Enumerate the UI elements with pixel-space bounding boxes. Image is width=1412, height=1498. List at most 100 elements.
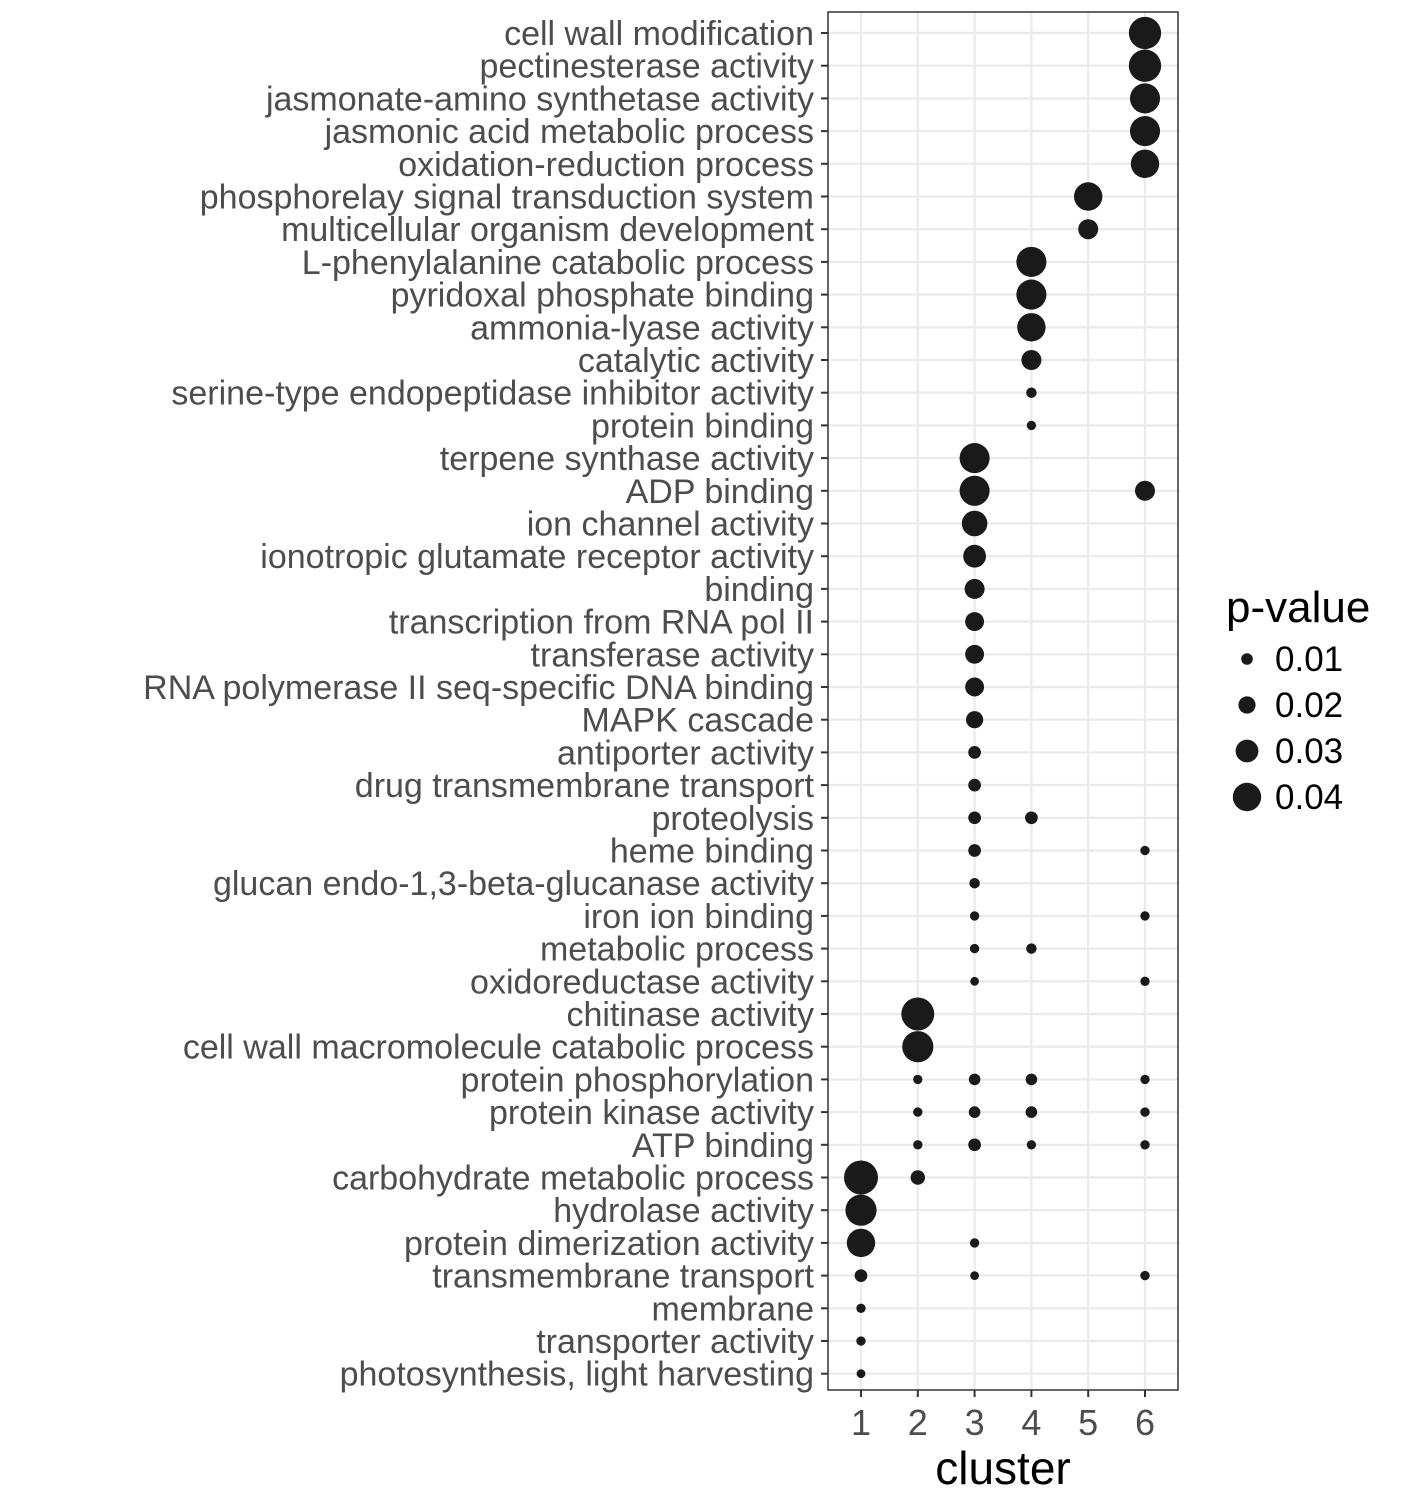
x-axis-title: cluster [935,1442,1070,1494]
y-tick-label: pectinesterase activity [480,48,815,86]
data-point [1140,845,1150,856]
data-point [969,911,980,921]
data-point [845,1194,877,1226]
x-tick-label: 4 [1021,1402,1041,1443]
data-point [969,943,980,954]
data-point [963,544,986,568]
y-tick-label: hydrolase activity [553,1192,814,1230]
y-tick-label: chitinase activity [566,996,814,1034]
data-point [913,1140,923,1150]
data-point [1129,83,1161,114]
data-point [970,976,979,986]
data-point [965,677,985,697]
data-point [910,1170,925,1185]
y-tick-label: catalytic activity [578,342,814,380]
legend-key-label: 0.01 [1275,640,1343,679]
data-point [1021,350,1042,370]
data-point [913,1074,923,1085]
legend-key-label: 0.02 [1275,686,1343,725]
legend-title: p-value [1226,583,1370,632]
data-point [854,1269,868,1282]
data-point [961,510,988,537]
y-tick-label: RNA polymerase II seq-specific DNA bindi… [143,669,814,707]
data-point [1016,246,1047,277]
data-point [1128,16,1162,50]
y-tick-label: ion channel activity [527,506,814,544]
y-tick-label: antiporter activity [557,734,814,772]
x-tick-label: 2 [908,1402,928,1443]
y-tick-label: cell wall macromolecule catabolic proces… [183,1029,814,1067]
y-tick-label: oxidation-reduction process [398,146,814,184]
data-point [1016,279,1047,310]
x-tick-label: 3 [965,1402,985,1443]
data-point [1128,49,1162,82]
y-tick-label: proteolysis [651,800,814,838]
y-tick-label: phosphorelay signal transduction system [200,179,814,217]
data-point [1135,480,1155,501]
data-point [856,1303,866,1313]
data-point [968,844,981,857]
data-points [844,16,1162,1379]
data-point [1140,1270,1150,1281]
legend-key-circle [1238,696,1256,714]
data-point [968,811,981,825]
data-point [1129,116,1161,147]
y-tick-label: protein kinase activity [489,1094,814,1132]
y-tick-label: serine-type endopeptidase inhibitor acti… [171,375,814,413]
y-tick-label: transmembrane transport [432,1258,814,1296]
data-point [959,443,990,474]
y-tick-label: glucan endo-1,3-beta-glucanase activity [213,865,814,903]
data-point [1025,811,1038,825]
y-tick-label: transcription from RNA pol II [389,604,814,642]
x-tick-label: 1 [851,1402,871,1443]
data-point [1140,976,1150,986]
data-point [969,877,980,889]
data-point [902,1031,934,1063]
data-point [970,1271,979,1280]
data-point [1026,387,1037,398]
size-legend: p-value 0.01 0.02 0.03 0.04 [1226,583,1370,817]
data-point [1017,313,1046,342]
data-point [968,1073,981,1086]
data-point [965,644,985,664]
data-point [1026,420,1037,431]
data-point [913,1107,923,1117]
legend-key-circle [1232,782,1262,812]
y-tick-label: cell wall modification [504,15,814,53]
data-point [846,1228,876,1258]
data-point [1026,1140,1037,1150]
data-point [959,475,990,506]
y-tick-label: photosynthesis, light harvesting [340,1356,814,1394]
data-point [965,612,985,632]
y-tick-label: ADP binding [626,473,814,511]
y-tick-label: ammonia-lyase activity [470,309,814,347]
y-tick-label: transferase activity [531,636,814,674]
data-point [856,1336,866,1346]
data-point [968,1138,981,1152]
y-tick-label: transporter activity [536,1323,814,1361]
data-point [969,1238,980,1248]
data-point [966,711,984,729]
x-tick-label: 6 [1135,1402,1155,1443]
y-tick-label: jasmonate-amino synthetase activity [265,80,814,118]
data-point [968,778,981,792]
data-point [901,997,935,1031]
y-tick-label: binding [704,571,814,609]
y-tick-label: protein phosphorylation [461,1061,814,1099]
data-point [1140,1074,1150,1085]
data-point [1140,911,1150,921]
y-tick-label: jasmonic acid metabolic process [324,113,814,151]
data-point [1140,1140,1150,1150]
y-tick-label: carbohydrate metabolic process [332,1160,814,1198]
y-tick-label: drug transmembrane transport [355,767,815,805]
data-point [964,578,985,599]
y-tick-label: iron ion binding [583,898,814,936]
y-tick-label: protein dimerization activity [404,1225,814,1263]
data-point [968,746,981,759]
y-tick-label: oxidoreductase activity [470,963,814,1001]
data-point [1026,943,1037,954]
y-tick-label: heme binding [610,833,814,871]
